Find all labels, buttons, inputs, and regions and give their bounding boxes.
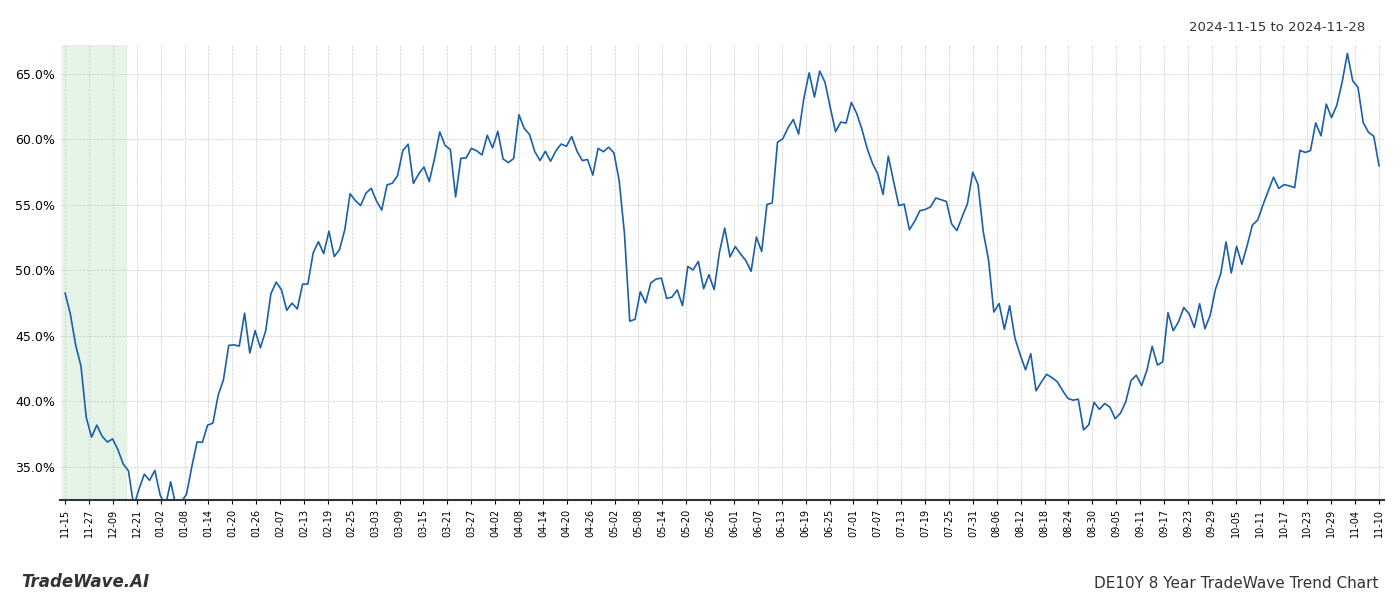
Text: TradeWave.AI: TradeWave.AI xyxy=(21,573,150,591)
Text: DE10Y 8 Year TradeWave Trend Chart: DE10Y 8 Year TradeWave Trend Chart xyxy=(1095,576,1379,591)
Bar xyxy=(63,45,126,500)
Text: 2024-11-15 to 2024-11-28: 2024-11-15 to 2024-11-28 xyxy=(1189,21,1365,34)
